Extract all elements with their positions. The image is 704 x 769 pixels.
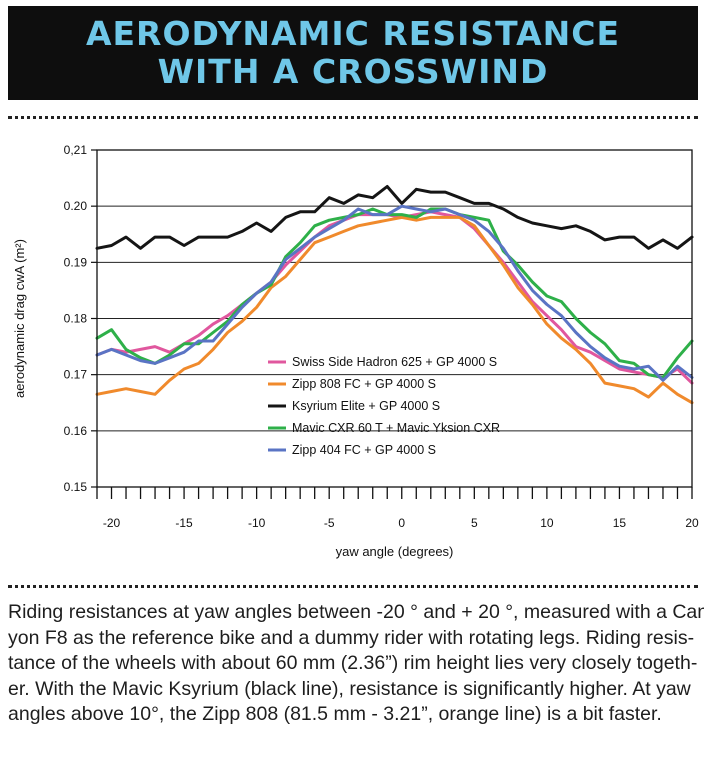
- top-dotted-divider: [8, 116, 698, 119]
- y-tick-label: 0.19: [64, 255, 88, 269]
- y-tick-label: 0.16: [64, 424, 88, 438]
- axis-ticks: 0.15 0.16 0.17 0.18 0.19 0.20 0,21 -20 -15 -10 -5 0…: [64, 143, 699, 530]
- drag-line-chart: 0.15 0.16 0.17 0.18 0.19 0.20 0,21 -20 -15 -10 -5 0…: [12, 143, 699, 559]
- x-tick-label: 5: [471, 516, 478, 530]
- caption-line-2: yon F8 as the reference bike and a dummy…: [8, 626, 695, 649]
- legend-label: Mavic CXR 60 T + Mavic Yksion CXR: [292, 421, 500, 435]
- series-lines: [95, 185, 694, 405]
- y-axis-label: aerodynamic drag cwA (m²): [12, 239, 27, 398]
- legend-label: Zipp 808 FC + GP 4000 S: [292, 377, 436, 391]
- legend-label: Ksyrium Elite + GP 4000 S: [292, 399, 440, 413]
- legend: Swiss Side Hadron 625 + GP 4000 S Zipp 80…: [268, 355, 500, 457]
- series-line-3: [95, 185, 694, 250]
- x-tick-label: -10: [248, 516, 266, 530]
- caption: Riding resistances at yaw angles between…: [8, 600, 704, 728]
- x-tick-label: 10: [540, 516, 554, 530]
- series-line-2: [95, 215, 694, 405]
- caption-line-1: Riding resistances at yaw angles between…: [8, 601, 704, 623]
- x-tick-label: -20: [103, 516, 121, 530]
- x-tick-label: -15: [175, 516, 193, 530]
- y-tick-label: 0,21: [64, 143, 88, 157]
- x-tick-label: 20: [685, 516, 699, 530]
- legend-label: Zipp 404 FC + GP 4000 S: [292, 443, 436, 457]
- x-tick-label: 15: [613, 516, 627, 530]
- legend-label: Swiss Side Hadron 625 + GP 4000 S: [292, 355, 497, 369]
- caption-line-5: angles above 10°, the Zipp 808 (81.5 mm …: [8, 703, 662, 725]
- y-tick-label: 0.20: [64, 199, 88, 213]
- title-banner: AERODYNAMIC RESISTANCE WITH A CROSSWIND: [8, 6, 698, 100]
- y-tick-label: 0.15: [64, 480, 88, 494]
- grid-lines: [97, 149, 692, 488]
- caption-line-4: er. With the Mavic Ksyrium (black line),…: [8, 677, 691, 700]
- y-tick-label: 0.17: [64, 368, 88, 382]
- series-line-5: [95, 204, 694, 382]
- bottom-dotted-divider: [8, 585, 698, 588]
- caption-line-3: tance of the wheels with about 60 mm (2.…: [8, 652, 698, 674]
- y-tick-label: 0.18: [64, 312, 88, 326]
- x-tick-label: 0: [398, 516, 405, 530]
- chart-title-line-2: WITH A CROSSWIND: [157, 52, 549, 91]
- x-tick-label: -5: [324, 516, 335, 530]
- x-axis-label: yaw angle (degrees): [336, 544, 454, 559]
- chart-title-line-1: AERODYNAMIC RESISTANCE: [85, 14, 621, 53]
